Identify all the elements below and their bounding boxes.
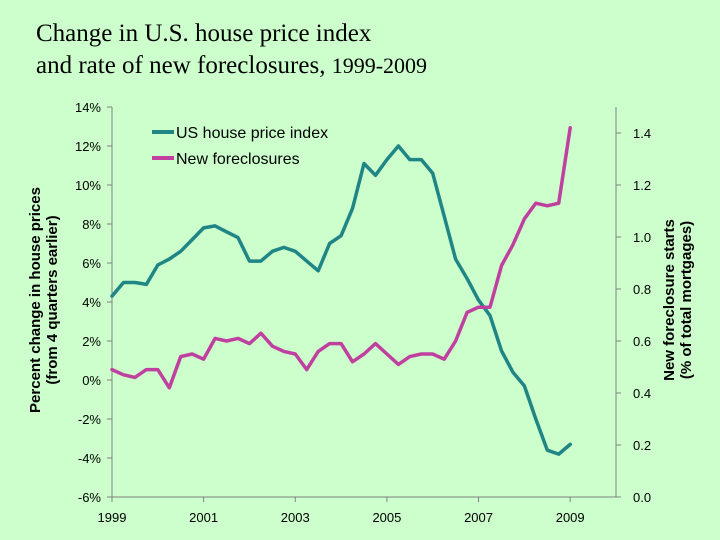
new-foreclosures-line	[110, 126, 572, 390]
left-tick-label: 4%	[82, 295, 101, 310]
left-tick-label: -6%	[78, 490, 102, 505]
right-tick-label: 0.0	[633, 490, 651, 505]
right-tick-label: 0.4	[633, 386, 651, 401]
left-tick-label: -2%	[78, 412, 102, 427]
x-tick-label: 1999	[98, 510, 127, 525]
left-tick-label: 2%	[82, 334, 101, 349]
right-tick-label: 1.2	[633, 178, 651, 193]
left-tick-label: 10%	[75, 178, 101, 193]
chart-title-line2-main: and rate of new foreclosures,	[36, 52, 332, 79]
chart-title-line1: Change in U.S. house price index	[36, 20, 372, 47]
right-tick-label: 1.0	[633, 230, 651, 245]
x-tick-label: 2007	[464, 510, 493, 525]
chart-title-line2: and rate of new foreclosures, 1999-2009	[36, 50, 676, 82]
left-tick-label: -4%	[78, 451, 102, 466]
right-tick-label: 0.2	[633, 438, 651, 453]
x-tick-label: 2003	[281, 510, 310, 525]
right-tick-label: 0.6	[633, 334, 651, 349]
x-tick-label: 2001	[189, 510, 218, 525]
legend-label-house-price-index: US house price index	[176, 125, 328, 142]
legend-label-new-foreclosures: New foreclosures	[176, 151, 300, 168]
right-tick-label: 1.4	[633, 126, 651, 141]
chart-title: Change in U.S. house price index and rat…	[36, 18, 676, 82]
left-tick-label: 14%	[75, 100, 101, 115]
x-tick-label: 2009	[556, 510, 585, 525]
house-price-index-line	[110, 144, 572, 456]
left-tick-label: 8%	[82, 217, 101, 232]
left-tick-label: 12%	[75, 139, 101, 154]
x-tick-label: 2005	[372, 510, 401, 525]
chart-title-years: 1999-2009	[331, 53, 428, 78]
left-tick-label: 6%	[82, 256, 101, 271]
right-tick-label: 0.8	[633, 282, 651, 297]
left-tick-label: 0%	[82, 373, 101, 388]
